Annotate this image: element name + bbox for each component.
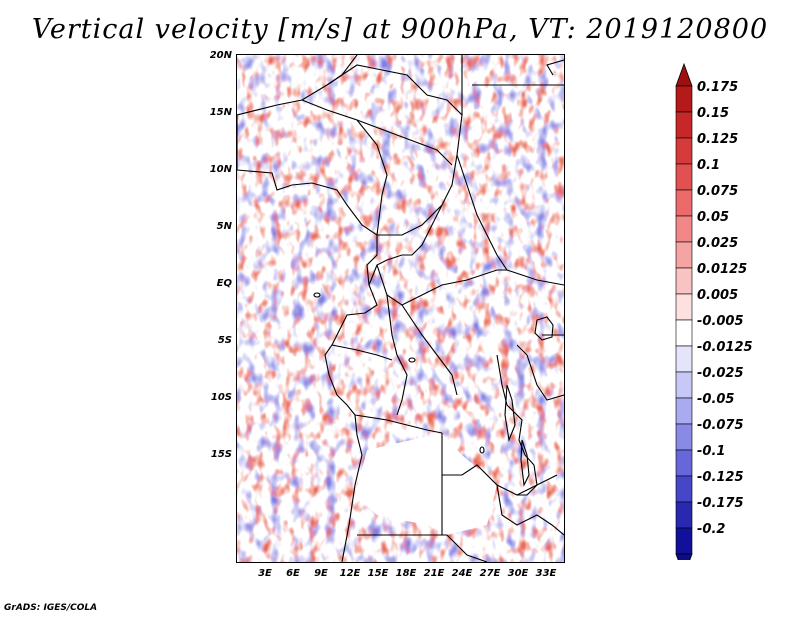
colorbar-label: -0.075 <box>697 418 744 433</box>
colorbar-swatch <box>675 527 693 555</box>
map-panel <box>236 54 565 563</box>
masked-region <box>355 433 497 535</box>
lon-tick-30e: 30E <box>507 568 529 579</box>
colorbar-label: -0.025 <box>697 366 744 381</box>
colorbar-label: -0.005 <box>697 314 744 329</box>
colorbar-swatch <box>675 293 693 321</box>
colorbar <box>675 62 693 560</box>
colorbar-top-arrow <box>675 62 693 87</box>
colorbar-swatch <box>675 319 693 347</box>
colorbar-label: 0.005 <box>697 288 739 303</box>
chart-title: Vertical velocity [m/s] at 900hPa, VT: 2… <box>31 14 769 45</box>
lat-tick-15s: 15S <box>210 449 232 460</box>
lon-tick-18e: 18E <box>395 568 417 579</box>
lon-tick-21e: 21E <box>423 568 445 579</box>
lat-tick-5n: 5N <box>216 221 232 232</box>
lon-tick-33e: 33E <box>535 568 557 579</box>
colorbar-swatch <box>675 137 693 165</box>
lat-tick-20n: 20N <box>209 50 232 61</box>
colorbar-label: -0.125 <box>697 470 744 485</box>
colorbar-label: 0.175 <box>697 80 739 95</box>
colorbar-swatch <box>675 189 693 217</box>
lat-tick-10n: 10N <box>209 164 232 175</box>
lat-tick-eq: EQ <box>216 278 232 289</box>
colorbar-swatch <box>675 241 693 269</box>
colorbar-swatch <box>675 163 693 191</box>
lon-tick-6e: 6E <box>286 568 300 579</box>
lon-tick-9e: 9E <box>314 568 328 579</box>
lat-tick-10s: 10S <box>210 392 232 403</box>
colorbar-label: 0.1 <box>697 158 721 173</box>
colorbar-swatch <box>675 111 693 139</box>
colorbar-label: -0.05 <box>697 392 735 407</box>
colorbar-swatch <box>675 371 693 399</box>
colorbar-label: -0.175 <box>697 496 744 511</box>
lon-tick-3e: 3E <box>258 568 272 579</box>
lake-outlines <box>313 292 554 487</box>
colorbar-swatch <box>675 501 693 529</box>
colorbar-swatch <box>675 85 693 113</box>
colorbar-label: -0.0125 <box>697 340 753 355</box>
colorbar-label: -0.1 <box>697 444 726 459</box>
vertical-velocity-field <box>237 55 564 562</box>
colorbar-swatch <box>675 475 693 503</box>
lon-tick-27e: 27E <box>479 568 501 579</box>
colorbar-label: 0.15 <box>697 106 730 121</box>
lat-tick-5s: 5S <box>217 335 232 346</box>
colorbar-swatch <box>675 345 693 373</box>
lon-tick-15e: 15E <box>367 568 389 579</box>
colorbar-label: 0.0125 <box>697 262 748 277</box>
lon-tick-24e: 24E <box>451 568 473 579</box>
grads-credit: GrADS: IGES/COLA <box>4 603 98 613</box>
colorbar-swatch <box>675 267 693 295</box>
colorbar-swatch <box>675 215 693 243</box>
colorbar-swatch <box>675 449 693 477</box>
colorbar-label: 0.125 <box>697 132 739 147</box>
colorbar-label: -0.2 <box>697 522 726 537</box>
lat-tick-15n: 15N <box>209 107 232 118</box>
colorbar-swatch <box>675 397 693 425</box>
country-borders <box>237 55 564 562</box>
colorbar-label: 0.075 <box>697 184 739 199</box>
colorbar-label: 0.025 <box>697 236 739 251</box>
colorbar-label: 0.05 <box>697 210 730 225</box>
colorbar-swatch <box>675 423 693 451</box>
lon-tick-12e: 12E <box>339 568 361 579</box>
colorbar-bottom-arrow <box>675 553 693 560</box>
